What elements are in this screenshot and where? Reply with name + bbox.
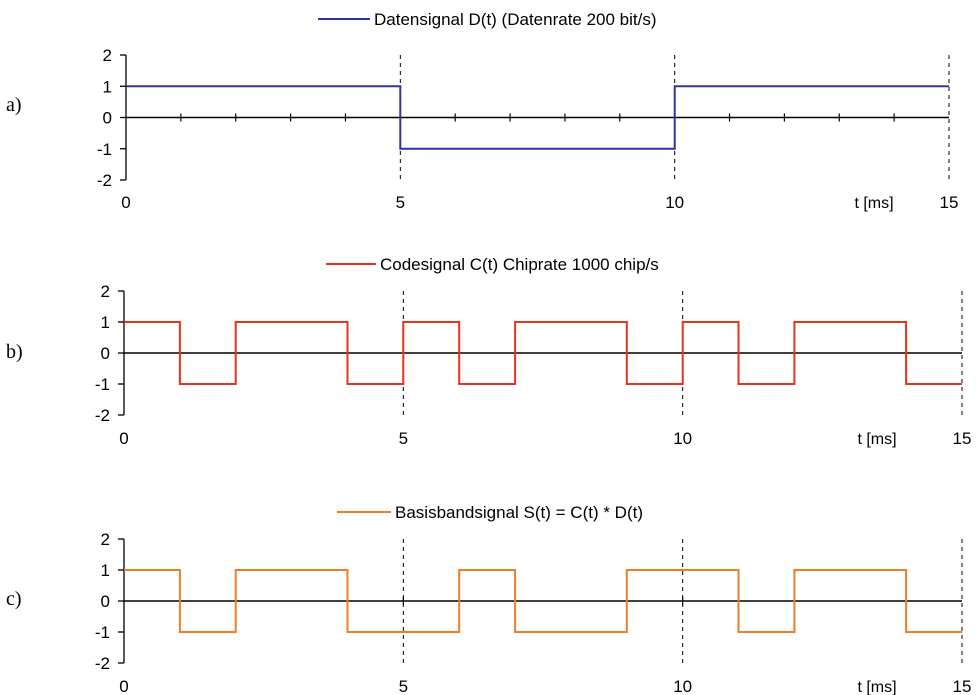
y-tick-label: 0 <box>101 344 110 363</box>
x-unit-label: t [ms] <box>854 195 893 212</box>
y-tick-label: 2 <box>101 530 110 549</box>
y-tick-label: -1 <box>95 375 110 394</box>
x-tick-label: 15 <box>940 193 959 212</box>
legend-label: Codesignal C(t) Chiprate 1000 chip/s <box>380 255 659 274</box>
x-tick-label: 5 <box>399 429 408 448</box>
panel-label: c) <box>6 588 22 610</box>
y-tick-label: -2 <box>97 171 112 190</box>
panel-label: b) <box>6 341 23 363</box>
series-line <box>124 321 962 385</box>
x-tick-label: 5 <box>396 193 405 212</box>
legend-label: Basisbandsignal S(t) = C(t) * D(t) <box>395 503 643 522</box>
x-tick-label: 0 <box>119 677 128 695</box>
y-tick-label: -1 <box>95 623 110 642</box>
x-tick-label: 0 <box>119 429 128 448</box>
x-tick-label: 5 <box>399 677 408 695</box>
panel-label: a) <box>6 94 22 116</box>
chart-panel-a: a) Datensignal D(t) (Datenrate 200 bit/s)… <box>6 10 958 212</box>
x-tick-label: 10 <box>673 429 692 448</box>
y-tick-label: 2 <box>101 282 110 301</box>
series-line <box>126 85 949 150</box>
x-tick-label: 10 <box>673 677 692 695</box>
y-tick-label: 2 <box>103 46 112 65</box>
legend-label: Datensignal D(t) (Datenrate 200 bit/s) <box>374 10 657 29</box>
y-tick-label: 1 <box>101 561 110 580</box>
y-tick-label: -2 <box>95 654 110 673</box>
series-line <box>124 569 962 633</box>
y-tick-label: 1 <box>103 77 112 96</box>
x-tick-label: 15 <box>953 429 972 448</box>
chart-panel-c: c)Basisbandsignal S(t) = C(t) * D(t)210-… <box>6 503 971 695</box>
x-tick-label: 0 <box>121 193 130 212</box>
y-tick-label: 0 <box>103 109 112 128</box>
y-tick-label: 0 <box>101 592 110 611</box>
y-tick-label: 1 <box>101 313 110 332</box>
x-tick-label: 10 <box>665 193 684 212</box>
x-unit-label: t [ms] <box>857 431 896 448</box>
chart-panel-b: b) Codesignal C(t) Chiprate 1000 chip/s 2 1… <box>6 255 971 448</box>
x-tick-label: 15 <box>953 677 972 695</box>
y-tick-label: -1 <box>97 140 112 159</box>
x-unit-label: t [ms] <box>857 679 896 695</box>
y-tick-label: -2 <box>95 406 110 425</box>
